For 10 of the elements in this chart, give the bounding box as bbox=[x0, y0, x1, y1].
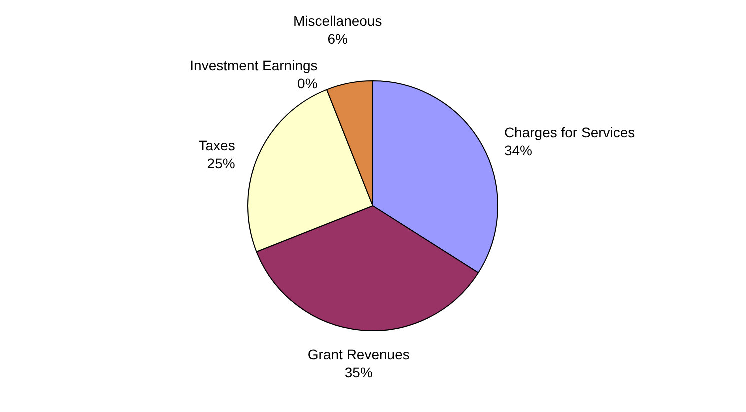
slice-label: Charges for Services bbox=[504, 124, 636, 141]
data-label: 6% bbox=[328, 30, 348, 47]
data-label: 34% bbox=[504, 142, 532, 159]
data-label: 35% bbox=[344, 364, 373, 380]
slice-label: Taxes bbox=[198, 137, 236, 154]
slice-label: Miscellaneous bbox=[294, 12, 382, 29]
text: 0% bbox=[298, 76, 318, 92]
data-label: 25% bbox=[207, 155, 236, 172]
category-label: Investment Earnings bbox=[190, 58, 318, 74]
slice-label: Grant Revenues bbox=[308, 346, 410, 362]
